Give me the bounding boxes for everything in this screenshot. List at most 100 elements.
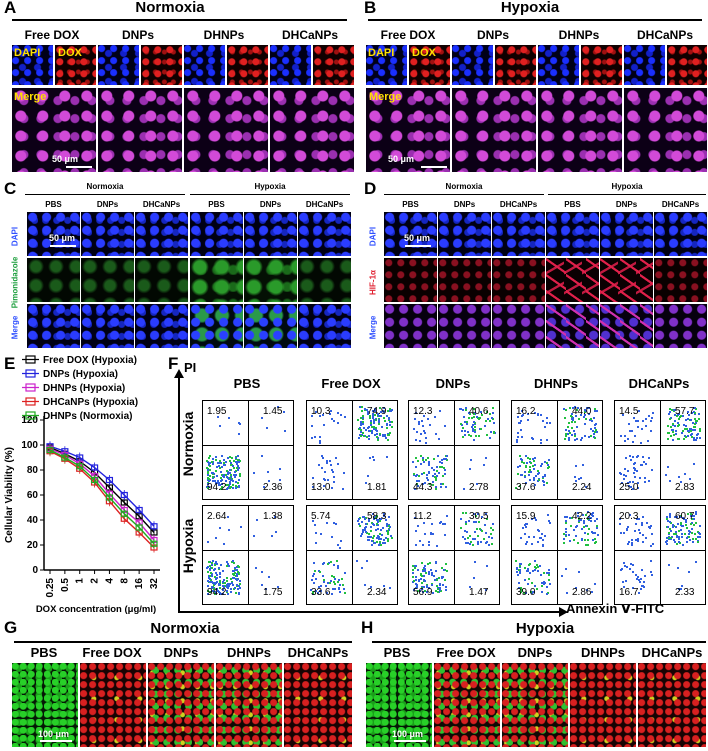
flow-event-dot <box>471 424 474 427</box>
flow-event-dot <box>626 528 629 531</box>
flow-event-dot <box>443 578 446 581</box>
flow-event-dot <box>370 536 373 539</box>
flow-event-dot <box>378 422 381 425</box>
panel-d-dapi-4 <box>600 212 653 256</box>
flow-event-dot <box>265 588 268 591</box>
flow-event-dot <box>464 542 467 545</box>
flow-event-dot <box>237 485 240 488</box>
flow-event-dot <box>678 415 681 418</box>
flow-event-dot <box>216 574 219 577</box>
flow-event-dot <box>213 476 216 479</box>
flow-event-dot <box>623 565 626 568</box>
flow-event-dot <box>631 430 634 433</box>
chart-legend-label: DNPs (Hypoxia) <box>43 369 118 380</box>
flow-event-dot <box>624 457 627 460</box>
panel-c-scale-bar <box>50 245 76 247</box>
flow-gate-vertical <box>248 401 249 499</box>
flow-event-dot <box>434 476 437 479</box>
flow-event-dot <box>492 523 495 526</box>
flow-event-dot <box>387 540 390 543</box>
flow-event-dot <box>443 473 446 476</box>
chart-y-label: Cellular Viability (%) <box>4 447 15 543</box>
flow-event-dot <box>440 590 443 592</box>
flow-event-dot <box>583 416 586 419</box>
flow-event-dot <box>229 464 232 467</box>
flow-event-dot <box>390 534 393 537</box>
flow-event-dot <box>237 421 240 424</box>
flow-event-dot <box>518 570 521 573</box>
panel-c-merge-3 <box>190 304 243 348</box>
flow-event-dot <box>487 536 490 539</box>
flow-event-dot <box>648 479 651 482</box>
flow-event-dot <box>238 432 241 435</box>
flow-event-dot <box>385 523 388 526</box>
flow-event-dot <box>629 455 632 458</box>
flow-event-dot <box>635 420 638 423</box>
flow-event-dot <box>372 523 375 526</box>
flow-event-dot <box>438 461 441 464</box>
flow-event-dot <box>413 473 416 476</box>
flow-event-dot <box>537 569 540 572</box>
flow-event-dot <box>337 567 340 570</box>
flow-event-dot <box>572 430 575 433</box>
flow-event-dot <box>526 568 529 571</box>
flow-quadrant-value: 2.83 <box>675 482 695 493</box>
flow-event-dot <box>694 538 697 541</box>
flow-event-dot <box>434 473 437 476</box>
flow-event-dot <box>327 479 330 482</box>
flow-event-dot <box>209 568 212 571</box>
flow-event-dot <box>472 512 475 515</box>
flow-event-dot <box>421 570 424 573</box>
flow-event-dot <box>620 481 623 484</box>
flow-event-dot <box>219 584 222 587</box>
panel-d-row-merge: Merge <box>368 315 378 340</box>
flow-event-dot <box>628 480 631 483</box>
panel-c-dapi-5 <box>298 212 351 256</box>
flow-event-dot <box>219 476 222 479</box>
panel-c-group-2: DHCaNPs <box>142 200 181 209</box>
flow-event-dot <box>632 466 635 469</box>
flow-event-dot <box>584 411 587 414</box>
flow-event-dot <box>679 514 682 517</box>
flow-event-dot <box>649 430 652 433</box>
flow-event-dot <box>688 531 691 534</box>
flow-event-dot <box>541 543 544 546</box>
flow-event-dot <box>261 416 264 419</box>
panel-g-img-pbs <box>12 663 78 747</box>
flow-quadrant-value: 2.64 <box>207 511 227 522</box>
flow-event-dot <box>233 459 236 462</box>
flow-event-dot <box>626 526 629 529</box>
panel-c-pimo-2 <box>135 258 188 302</box>
flow-quadrant-value: 33.6 <box>311 587 331 598</box>
flow-event-dot <box>387 529 390 532</box>
panel-c-merge-1 <box>81 304 134 348</box>
flow-event-dot <box>270 535 273 538</box>
flow-event-dot <box>519 587 522 590</box>
flow-gate-vertical <box>454 401 455 499</box>
flow-event-dot <box>668 413 671 416</box>
flow-event-dot <box>679 415 682 418</box>
flow-event-dot <box>218 527 221 530</box>
flow-event-dot <box>279 479 282 482</box>
flow-event-dot <box>694 438 697 441</box>
flow-event-dot <box>359 417 362 420</box>
flow-event-dot <box>437 438 440 441</box>
flow-event-dot <box>218 566 221 569</box>
flow-event-dot <box>633 416 636 419</box>
flow-event-dot <box>463 487 466 490</box>
flow-event-dot <box>426 418 429 421</box>
flow-quadrant-value: 1.81 <box>367 482 387 493</box>
flow-event-dot <box>523 471 526 474</box>
flow-event-dot <box>213 583 216 586</box>
flow-event-dot <box>463 430 466 433</box>
flow-event-dot <box>682 524 685 527</box>
flow-event-dot <box>477 540 480 543</box>
flow-event-dot <box>489 420 492 423</box>
flow-event-dot <box>318 589 321 592</box>
flow-event-dot <box>484 424 487 427</box>
flow-event-dot <box>371 512 374 515</box>
flow-event-dot <box>322 580 325 583</box>
flow-event-dot <box>675 532 678 535</box>
flow-event-dot <box>542 583 545 586</box>
panel-f-letter: F <box>168 354 179 373</box>
